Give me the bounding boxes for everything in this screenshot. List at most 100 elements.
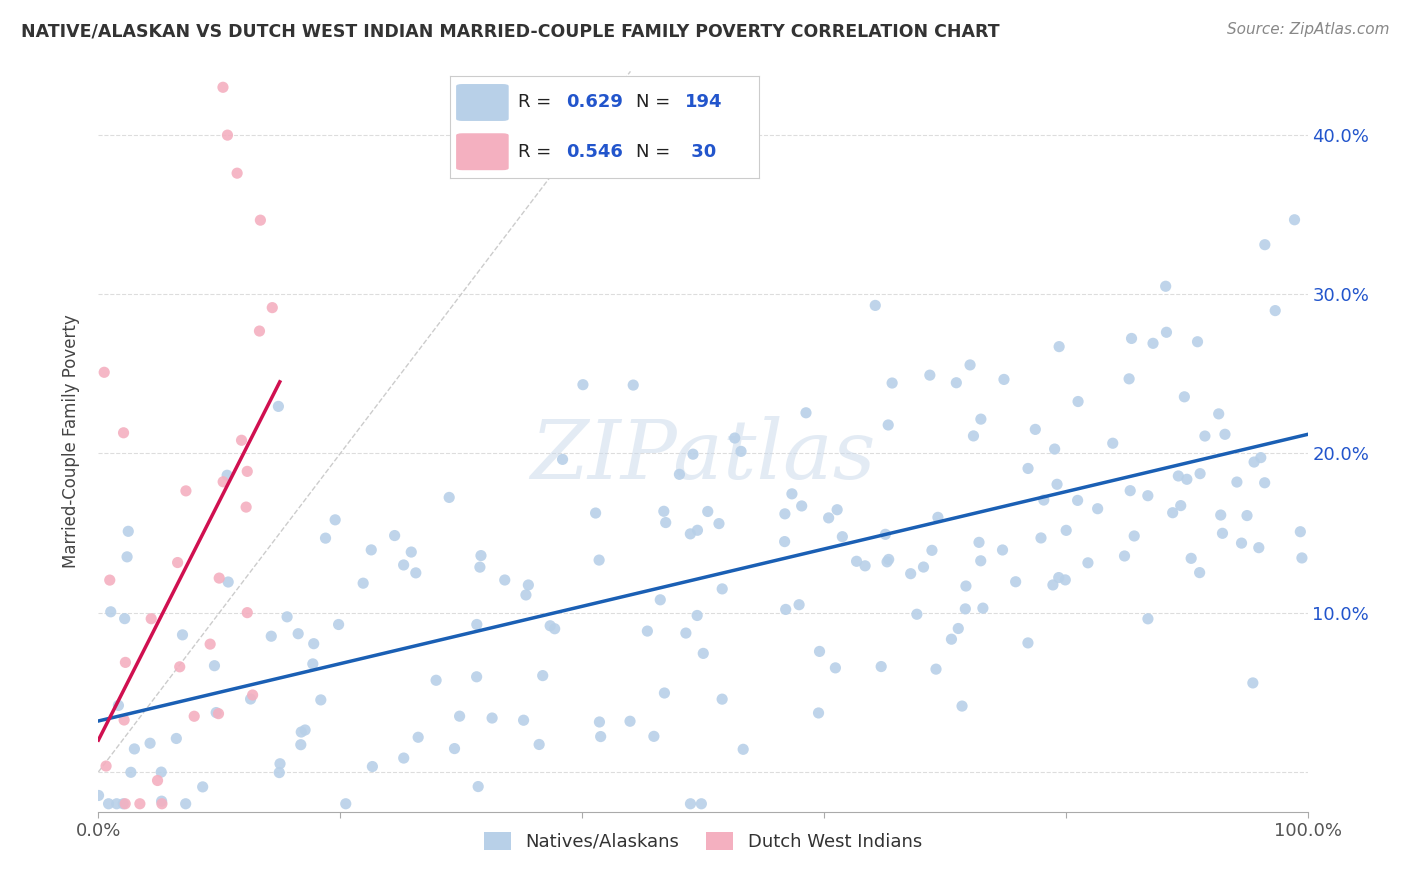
Point [970,554,993,568]
Point [643,730,665,744]
Point [1161,506,1184,520]
Point [1154,279,1177,293]
Point [146,773,169,788]
Point [905,607,928,622]
Point [845,554,868,568]
Point [877,417,900,432]
Point [780,487,803,501]
Point [174,483,197,498]
Point [124,742,146,756]
Point [1211,526,1233,541]
Point [302,637,325,651]
Point [1024,422,1046,436]
Point [668,467,690,482]
Point [1067,394,1090,409]
Point [950,699,973,714]
Point [945,376,967,390]
Point [94,759,117,773]
Point [212,80,235,95]
Point [589,730,612,744]
Point [1236,508,1258,523]
Text: N =: N = [636,94,675,112]
Point [1230,536,1253,550]
Point [882,376,904,390]
Point [1250,450,1272,465]
Point [465,617,488,632]
Point [392,558,415,572]
Point [267,400,290,414]
Point [730,444,752,458]
Point [773,507,796,521]
Point [773,534,796,549]
Point [1173,390,1195,404]
Point [97,797,120,811]
Text: ZIPatlas: ZIPatlas [530,417,876,496]
Point [1209,508,1232,522]
Point [1042,578,1064,592]
Point [352,576,374,591]
Point [399,545,422,559]
Point [114,612,136,626]
Point [239,692,262,706]
Point [315,531,337,545]
Point [1247,541,1270,555]
Point [696,504,718,518]
Point [406,731,429,745]
Point [166,556,188,570]
Legend: Natives/Alaskans, Dutch West Indians: Natives/Alaskans, Dutch West Indians [477,824,929,858]
Point [465,670,488,684]
Point [1121,331,1143,345]
Point [1142,336,1164,351]
Point [572,377,595,392]
Point [1194,429,1216,443]
Point [993,372,1015,386]
Point [1047,570,1070,584]
Point [212,475,235,489]
Point [290,738,312,752]
Point [1289,524,1312,539]
Point [875,527,897,541]
Point [93,365,115,379]
Text: R =: R = [517,143,557,161]
Point [470,549,492,563]
Point [1291,550,1313,565]
Text: N =: N = [636,143,675,161]
Text: Source: ZipAtlas.com: Source: ZipAtlas.com [1226,22,1389,37]
Text: NATIVE/ALASKAN VS DUTCH WEST INDIAN MARRIED-COUPLE FAMILY POVERTY CORRELATION CH: NATIVE/ALASKAN VS DUTCH WEST INDIAN MARR… [21,22,1000,40]
Point [962,429,984,443]
Point [790,499,813,513]
Point [921,543,943,558]
Point [467,780,489,794]
Text: 0.629: 0.629 [565,94,623,112]
Point [877,552,900,566]
Point [1047,340,1070,354]
Point [1253,475,1275,490]
Point [959,358,981,372]
Point [117,524,139,539]
Point [817,511,839,525]
Point [360,542,382,557]
Text: R =: R = [517,94,557,112]
Point [1029,531,1052,545]
Point [207,706,229,721]
Point [384,528,406,542]
Point [249,213,271,227]
Point [198,637,221,651]
Point [204,658,226,673]
Point [853,558,876,573]
Point [692,647,714,661]
Point [1208,407,1230,421]
Point [235,500,257,514]
Point [1114,549,1136,563]
Point [1167,469,1189,483]
Point [831,530,853,544]
Point [481,711,503,725]
Point [100,605,122,619]
Point [361,759,384,773]
Point [955,602,977,616]
Point [120,765,142,780]
Point [724,431,747,445]
Point [231,434,253,448]
Point [150,765,173,780]
Point [686,523,709,537]
